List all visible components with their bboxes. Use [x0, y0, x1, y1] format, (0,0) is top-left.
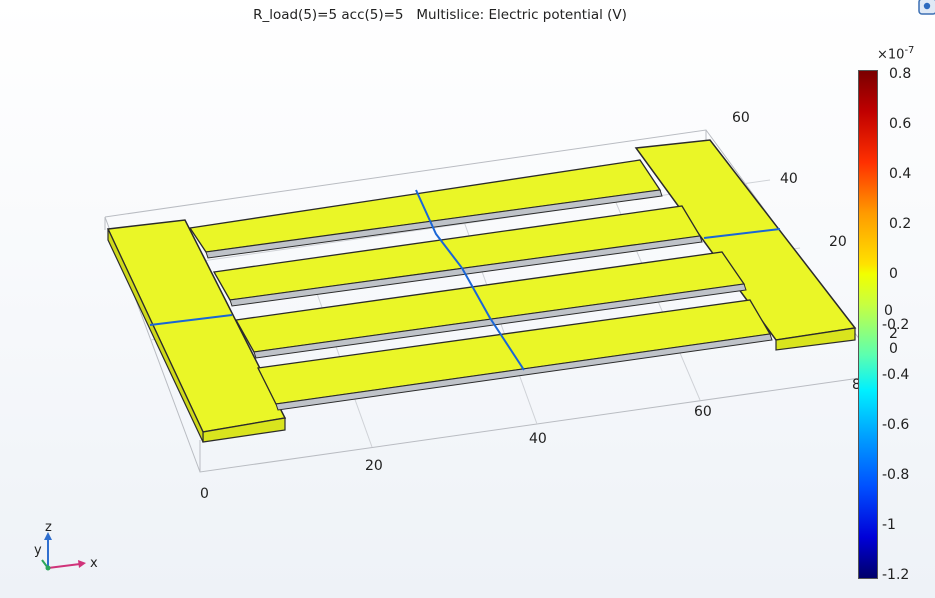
x-tick-60: 60: [694, 404, 712, 420]
colorbar-tick: -1: [882, 517, 896, 533]
triad-y-label: y: [34, 543, 42, 558]
colorbar-tick: 0.4: [889, 166, 912, 182]
y-tick-60: 60: [732, 110, 750, 126]
colorbar-tick: -1.2: [882, 567, 910, 583]
colorbar-tick: 0.8: [889, 66, 912, 82]
triad-x-label: x: [90, 556, 98, 571]
triad-z-label: z: [45, 520, 52, 535]
colorbar: [858, 70, 878, 579]
view-icon[interactable]: [917, 0, 935, 16]
colorbar-tick: 0.2: [889, 216, 912, 232]
z-tick-0: 0: [889, 341, 898, 357]
colorbar-tick: 0.6: [889, 116, 912, 132]
y-tick-40: 40: [780, 171, 798, 187]
x-tick-40: 40: [529, 431, 547, 447]
y-tick-20: 20: [829, 234, 847, 250]
axis-triad-icon: z y x: [34, 520, 98, 571]
colorbar-tick: 0: [889, 266, 898, 282]
y-tick-0: 0: [884, 303, 893, 319]
beams: [188, 159, 773, 411]
x-tick-0: 0: [200, 486, 209, 502]
colorbar-tick: -0.4: [882, 367, 910, 383]
left-pad: [106, 219, 287, 443]
z-tick-2: 2: [889, 326, 898, 342]
colorbar-tick: -0.2: [882, 317, 910, 333]
plot-title: R_load(5)=5 acc(5)=5 Multislice: Electri…: [253, 7, 627, 23]
colorbar-tick: -0.8: [882, 467, 910, 483]
colorbar-exponent: ×10-7: [877, 45, 915, 63]
x-tick-20: 20: [365, 458, 383, 474]
colorbar-tick: -0.6: [882, 417, 910, 433]
